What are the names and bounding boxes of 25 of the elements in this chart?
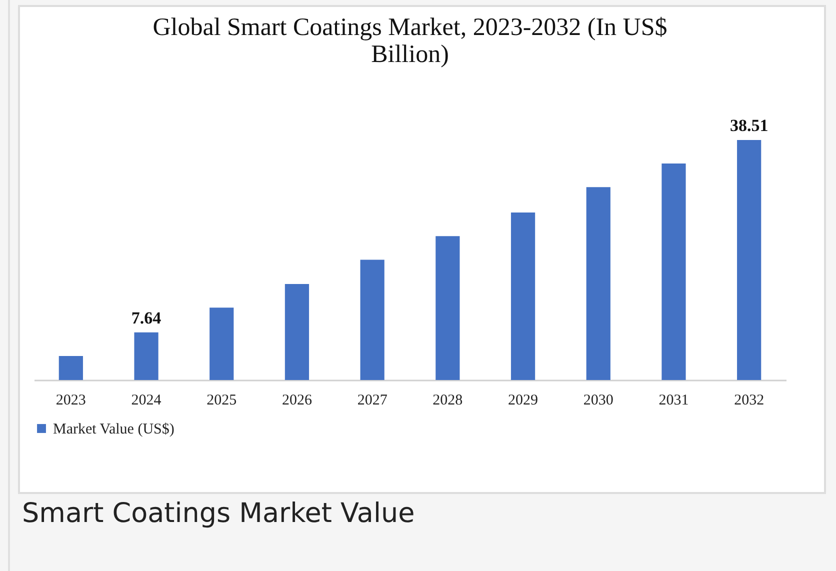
bar <box>662 164 686 380</box>
text: Smart Coatings Market Value <box>22 498 415 529</box>
x-tick-label: 2028 <box>432 392 463 408</box>
x-tick-label: 2023 <box>56 392 86 408</box>
x-tick-label: 2024 <box>131 392 162 408</box>
bar <box>134 332 158 380</box>
legend-label: Market Value (US$) <box>53 422 174 438</box>
bar <box>436 236 460 380</box>
x-tick-label: 2029 <box>508 392 538 408</box>
bar <box>586 187 610 380</box>
bar <box>58 356 83 380</box>
data-label: 7.64 <box>131 308 162 328</box>
x-tick-label: 2025 <box>206 392 237 408</box>
bar <box>284 284 310 380</box>
bar <box>510 212 536 380</box>
chart-title: Global Smart Coatings Market, 2023-2032 (In US$ Billion) <box>152 14 668 68</box>
bar <box>737 140 762 380</box>
x-tick-label: 2026 <box>282 392 312 408</box>
x-tick-label: 2030 <box>583 392 614 408</box>
bar <box>210 308 234 380</box>
x-tick-label: 2027 <box>357 392 388 408</box>
data-label: 38.51 <box>730 116 768 135</box>
x-tick-label: 2032 <box>734 392 764 408</box>
x-tick-label: 2031 <box>658 392 689 408</box>
bar <box>360 260 384 380</box>
